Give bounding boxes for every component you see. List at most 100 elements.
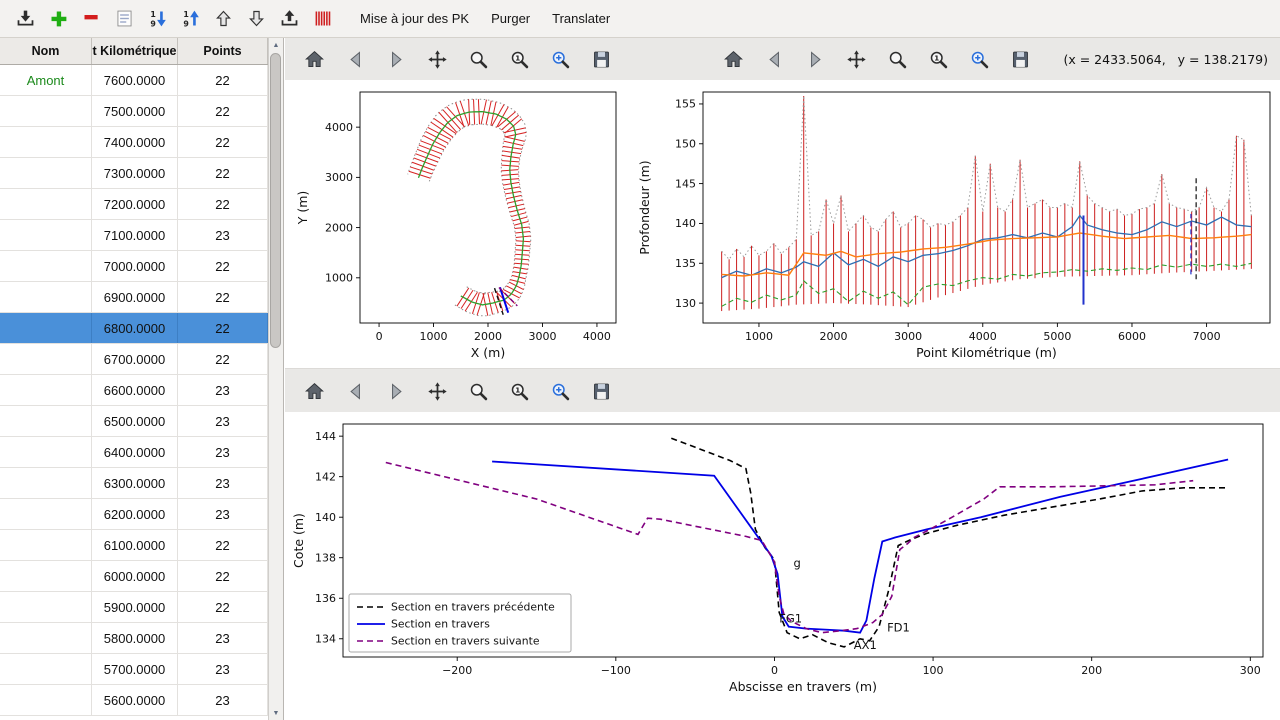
svg-text:2000: 2000 <box>474 330 502 343</box>
back-button[interactable] <box>759 45 789 73</box>
cell-pk: 7600.0000 <box>92 65 178 95</box>
home-icon <box>723 50 743 67</box>
pan-icon <box>846 49 866 69</box>
import-icon <box>17 10 33 26</box>
cell-nom <box>0 375 92 405</box>
table-row[interactable]: 7400.0000 22 <box>0 127 283 158</box>
zoom-plus-icon <box>971 51 988 68</box>
table-row[interactable]: 6800.0000 22 <box>0 313 283 344</box>
move-down-button[interactable] <box>241 5 271 33</box>
zoom-plus-button[interactable] <box>545 45 575 73</box>
cross-section-toolbar-strip: 1 <box>285 368 1280 414</box>
scroll-up-button[interactable]: ▲ <box>272 41 280 49</box>
home-button[interactable] <box>299 377 329 405</box>
menu-translater[interactable]: Translater <box>552 11 611 26</box>
table-row[interactable]: 6200.0000 23 <box>0 499 283 530</box>
menu-purger[interactable]: Purger <box>491 11 531 26</box>
svg-text:1000: 1000 <box>745 330 773 343</box>
pan-button[interactable] <box>422 45 452 73</box>
zoom-button[interactable] <box>463 377 493 405</box>
cell-points: 23 <box>178 375 268 405</box>
svg-text:9: 9 <box>150 19 155 28</box>
cell-points: 22 <box>178 530 268 560</box>
edit-form-button[interactable] <box>109 5 139 33</box>
table-row[interactable]: 5600.0000 23 <box>0 685 283 716</box>
remove-button[interactable] <box>76 5 106 33</box>
home-button[interactable] <box>718 45 748 73</box>
pk-stripes-button[interactable] <box>307 5 337 33</box>
longitudinal-profile-chart[interactable]: 1000 2000 3000 4000 5000 6000 7000 130 135 140 145… <box>625 80 1280 370</box>
svg-text:AX1: AX1 <box>854 638 877 652</box>
table-row[interactable]: 7200.0000 22 <box>0 189 283 220</box>
cell-pk: 6700.0000 <box>92 344 178 374</box>
move-up-button[interactable] <box>208 5 238 33</box>
cell-nom <box>0 189 92 219</box>
pan-button[interactable] <box>422 377 452 405</box>
cell-pk: 6600.0000 <box>92 375 178 405</box>
cell-nom <box>0 623 92 653</box>
add-button[interactable] <box>43 5 73 33</box>
table-row[interactable]: 7300.0000 22 <box>0 158 283 189</box>
svg-text:3000: 3000 <box>528 330 556 343</box>
forward-button[interactable] <box>381 45 411 73</box>
zoom-one-icon: 1 <box>511 51 528 68</box>
export-button[interactable] <box>274 5 304 33</box>
forward-button[interactable] <box>800 45 830 73</box>
table-row[interactable]: 6500.0000 23 <box>0 406 283 437</box>
plan-view-chart[interactable]: 0 1000 2000 3000 4000 1000 2000 3000 4000 X (m) Y … <box>285 80 625 370</box>
zoom-plus-button[interactable] <box>545 377 575 405</box>
table-row[interactable]: 7500.0000 22 <box>0 96 283 127</box>
cell-pk: 6800.0000 <box>92 313 178 343</box>
back-button[interactable] <box>340 45 370 73</box>
table-row[interactable]: 6100.0000 22 <box>0 530 283 561</box>
table-row[interactable]: 7000.0000 22 <box>0 251 283 282</box>
zoom-plus-button[interactable] <box>964 45 994 73</box>
table-row[interactable]: 6900.0000 22 <box>0 282 283 313</box>
zoom-button[interactable] <box>882 45 912 73</box>
zoom-one-button[interactable]: 1 <box>504 377 534 405</box>
svg-text:0: 0 <box>771 664 778 677</box>
table-row[interactable]: 6000.0000 22 <box>0 561 283 592</box>
table-row[interactable]: 5800.0000 23 <box>0 623 283 654</box>
import-button[interactable] <box>10 5 40 33</box>
scrollbar-thumb[interactable] <box>270 53 281 348</box>
save-button[interactable] <box>586 45 616 73</box>
table-row[interactable]: 6300.0000 23 <box>0 468 283 499</box>
cell-points: 23 <box>178 437 268 467</box>
menu-mise-a-jour-des-pk[interactable]: Mise à jour des PK <box>360 11 470 26</box>
table-row[interactable]: 6600.0000 23 <box>0 375 283 406</box>
table-row[interactable]: 6700.0000 22 <box>0 344 283 375</box>
back-button[interactable] <box>340 377 370 405</box>
column-header-nom[interactable]: Nom <box>0 38 92 64</box>
table-row[interactable]: 5900.0000 22 <box>0 592 283 623</box>
zoom-one-button[interactable]: 1 <box>504 45 534 73</box>
svg-text:FG1: FG1 <box>779 612 802 626</box>
table-row[interactable]: 7100.0000 23 <box>0 220 283 251</box>
save-button[interactable] <box>1005 45 1035 73</box>
column-header-pk[interactable]: t Kilométrique <box>92 38 178 64</box>
table-row[interactable]: Amont 7600.0000 22 <box>0 65 283 96</box>
table-scrollbar[interactable]: ▲ ▼ <box>268 38 283 720</box>
cell-points: 22 <box>178 189 268 219</box>
table-header-row: Nom t Kilométrique Points <box>0 38 283 65</box>
zoom-button[interactable] <box>463 45 493 73</box>
svg-text:138: 138 <box>315 552 336 565</box>
svg-text:3000: 3000 <box>894 330 922 343</box>
cell-nom <box>0 127 92 157</box>
cell-pk: 7000.0000 <box>92 251 178 281</box>
column-header-points[interactable]: Points <box>178 38 268 64</box>
cell-nom <box>0 344 92 374</box>
table-row[interactable]: 5700.0000 23 <box>0 654 283 685</box>
zoom-one-button[interactable]: 1 <box>923 45 953 73</box>
home-button[interactable] <box>299 45 329 73</box>
cross-section-chart[interactable]: −200 −100 0 100 200 300 134 136 138 140 142 144 Absc… <box>285 412 1280 720</box>
table-row[interactable]: 6400.0000 23 <box>0 437 283 468</box>
forward-button[interactable] <box>381 377 411 405</box>
scroll-down-button[interactable]: ▼ <box>272 709 280 717</box>
save-button[interactable] <box>586 377 616 405</box>
svg-text:130: 130 <box>675 297 696 310</box>
forward-icon <box>810 50 821 68</box>
pan-button[interactable] <box>841 45 871 73</box>
